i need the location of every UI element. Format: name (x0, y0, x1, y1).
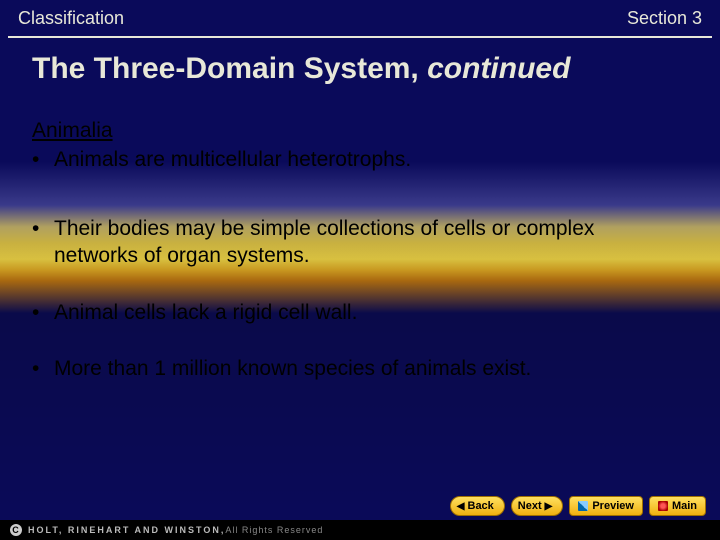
title-continued: continued (427, 52, 570, 85)
bullet-dot: • (32, 356, 54, 383)
next-label: Next (518, 500, 542, 512)
slide-footer: C HOLT, RINEHART AND WINSTON, All Rights… (0, 520, 720, 540)
preview-icon (578, 501, 588, 511)
bullet-text: Animal cells lack a rigid cell wall. (54, 300, 357, 327)
slide: Classification Section 3 The Three-Domai… (0, 0, 720, 540)
bullet-item: • Animal cells lack a rigid cell wall. (32, 300, 680, 327)
bullet-dot: • (32, 216, 54, 270)
main-label: Main (672, 500, 697, 512)
slide-content: Animalia • Animals are multicellular het… (32, 118, 680, 413)
arrow-right-icon: ▶ (545, 501, 553, 512)
nav-bar: ◀ Back Next ▶ Preview Main (450, 496, 706, 516)
preview-button[interactable]: Preview (569, 496, 643, 516)
main-icon (658, 501, 668, 511)
slide-title: The Three-Domain System, continued (32, 52, 570, 86)
next-button[interactable]: Next ▶ (511, 496, 564, 516)
back-button[interactable]: ◀ Back (450, 496, 505, 516)
bullet-text: Animals are multicellular heterotrophs. (54, 147, 411, 174)
header-underline (8, 36, 712, 38)
main-button[interactable]: Main (649, 496, 706, 516)
title-main: The Three-Domain System, (32, 52, 427, 85)
header-left: Classification (18, 8, 124, 29)
footer-brand: HOLT, RINEHART AND WINSTON, (28, 525, 225, 535)
back-label: Back (468, 500, 494, 512)
header-right: Section 3 (627, 8, 702, 29)
content-subheading: Animalia (32, 118, 680, 145)
bullet-text: Their bodies may be simple collections o… (54, 216, 680, 270)
bullet-item: • Animals are multicellular heterotrophs… (32, 147, 680, 174)
preview-label: Preview (592, 500, 634, 512)
bullet-dot: • (32, 147, 54, 174)
copyright-icon: C (10, 524, 22, 536)
bullet-item: • More than 1 million known species of a… (32, 356, 680, 383)
slide-header: Classification Section 3 (0, 0, 720, 36)
footer-rights: All Rights Reserved (225, 525, 323, 535)
arrow-left-icon: ◀ (457, 501, 465, 512)
bullet-text: More than 1 million known species of ani… (54, 356, 531, 383)
bullet-dot: • (32, 300, 54, 327)
bullet-item: • Their bodies may be simple collections… (32, 216, 680, 270)
